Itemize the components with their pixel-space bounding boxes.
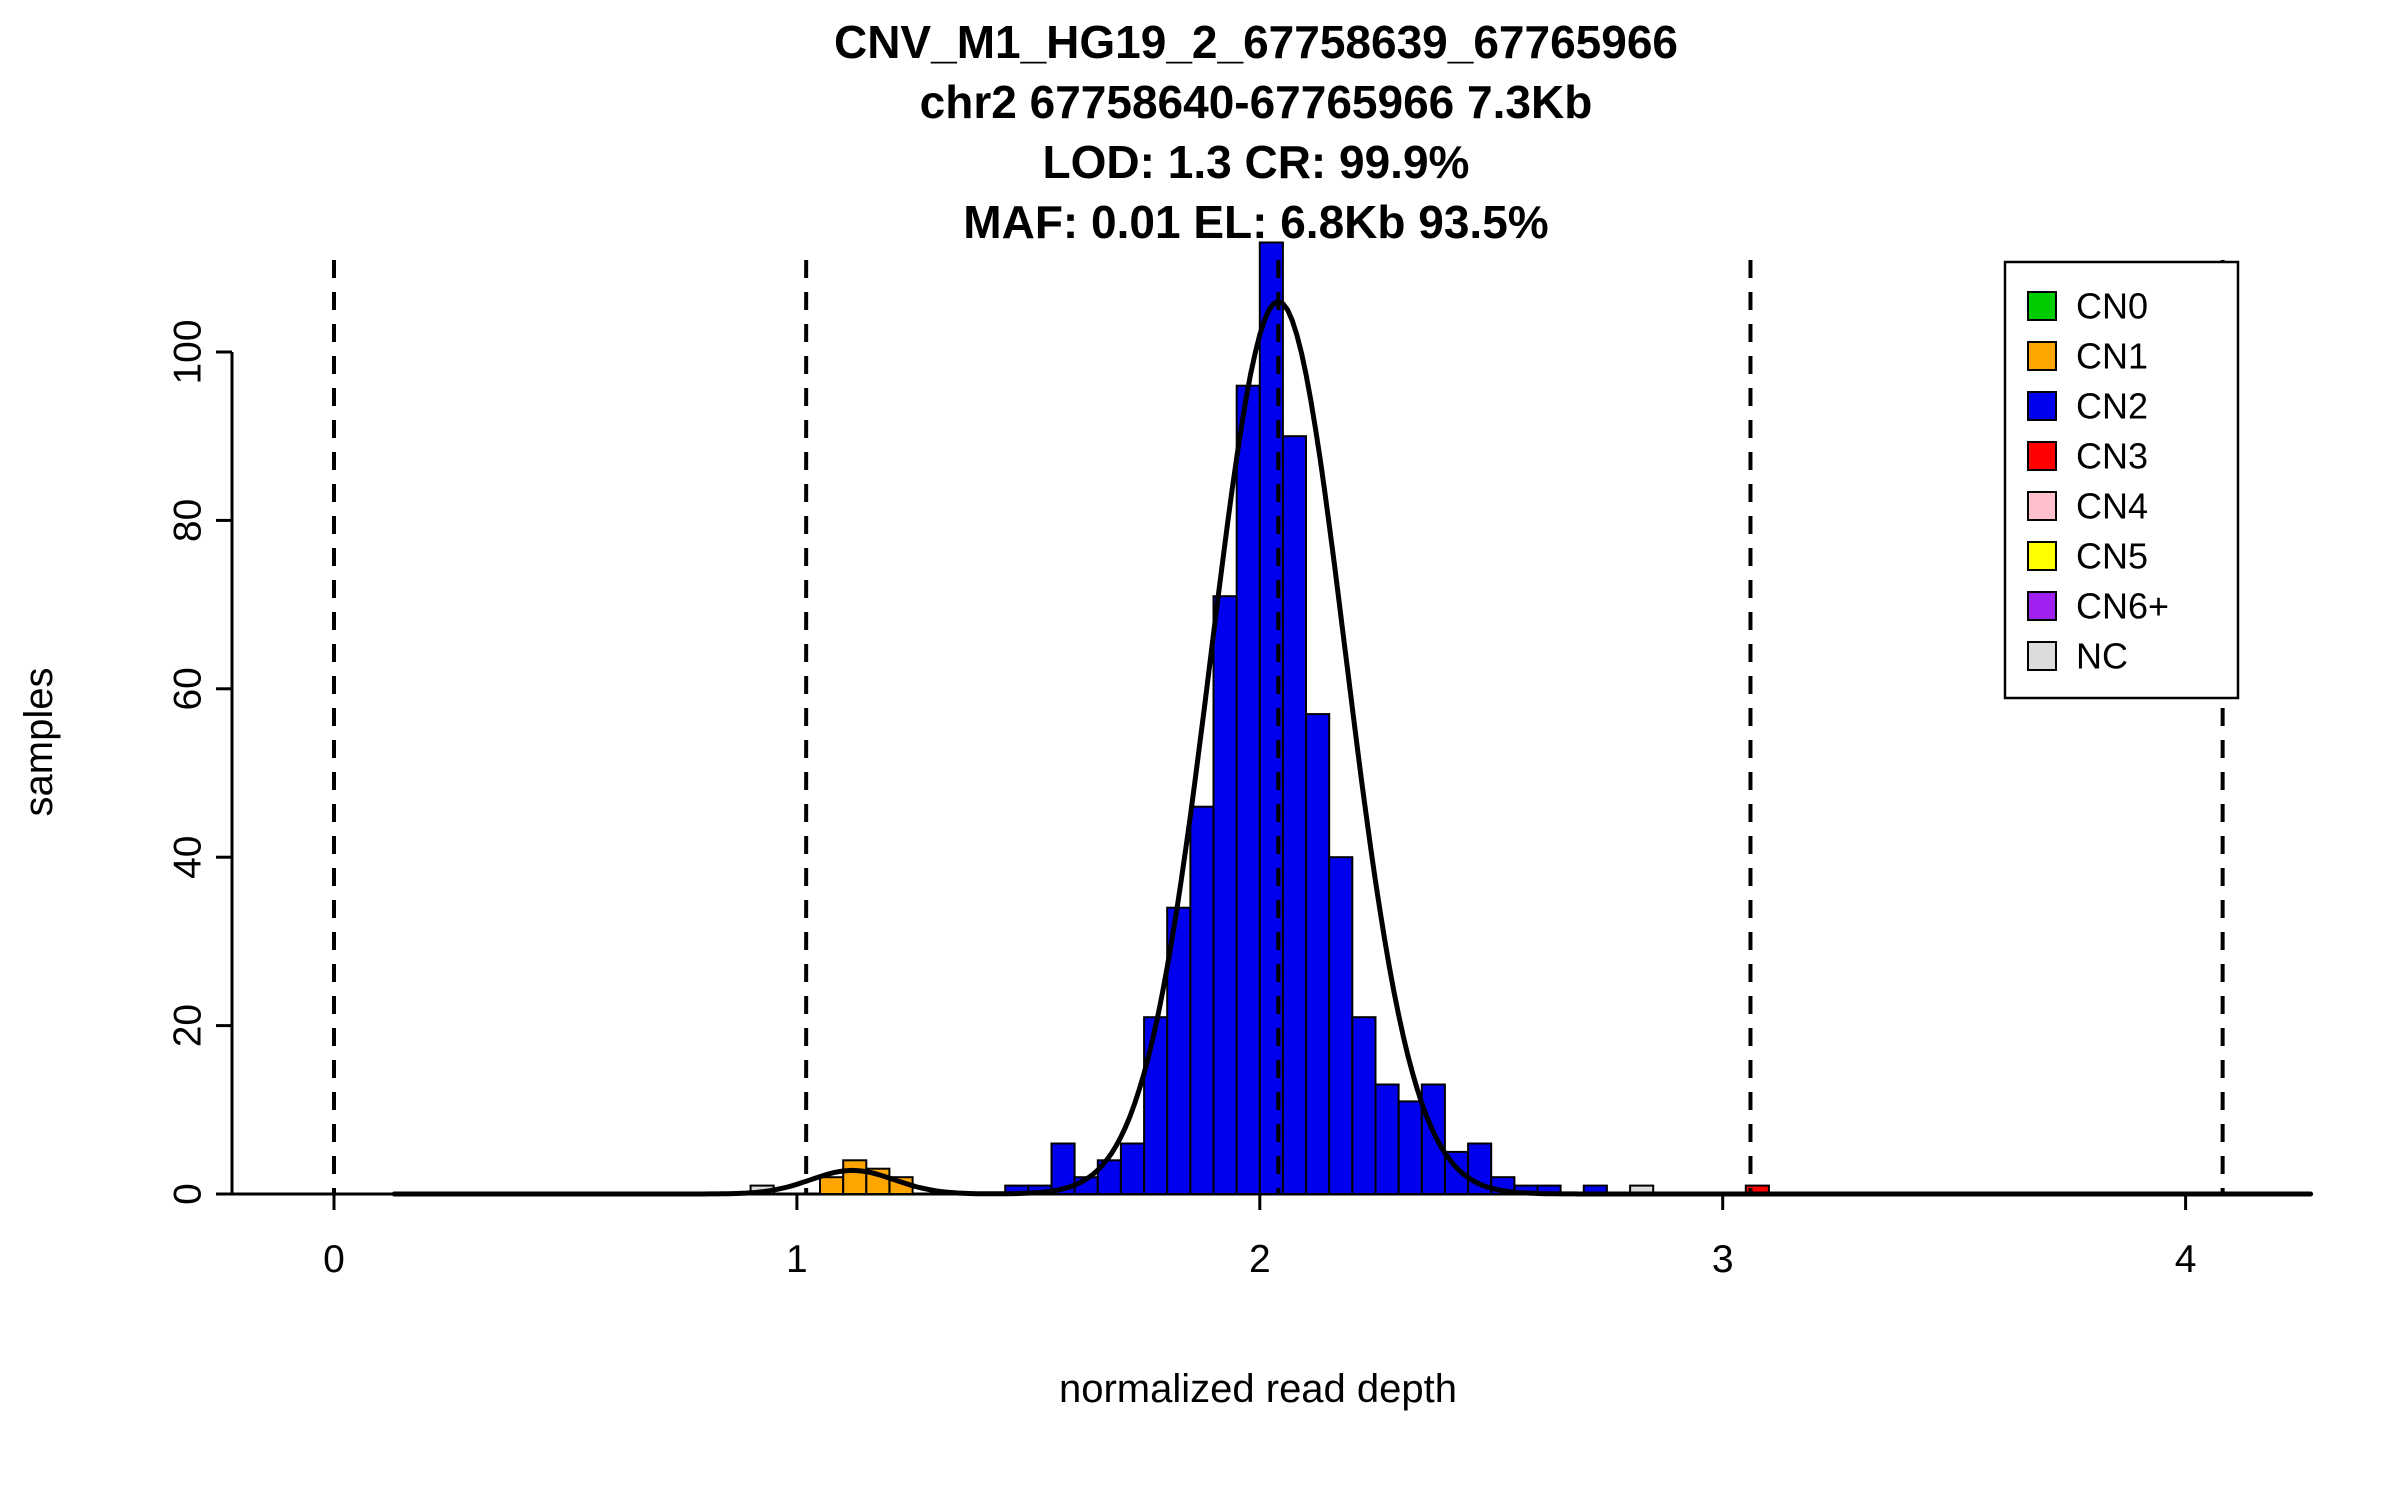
legend-item-label: CN2: [2076, 386, 2148, 427]
y-axis-label: samples: [17, 668, 61, 817]
histogram-bar-cn2: [1281, 435, 1308, 1195]
legend-swatch-cn3: [2027, 441, 2057, 471]
plot-title-line-1: CNV_M1_HG19_2_67758639_67765966: [833, 16, 1678, 68]
plot-title-line-3: LOD: 1.3 CR: 99.9%: [1042, 136, 1470, 188]
legend-box: [2003, 260, 2240, 700]
y-tick-label: 80: [167, 499, 210, 542]
x-tick-label: 2: [1249, 1238, 1271, 1281]
legend-item-label: CN4: [2076, 486, 2148, 527]
x-tick-label: 0: [323, 1238, 345, 1281]
x-tick-label: 4: [2175, 1238, 2197, 1281]
histogram-bar-cn2: [1420, 1083, 1446, 1195]
legend-swatch-cn4: [2027, 491, 2057, 521]
histogram-bar-cn2: [1374, 1083, 1400, 1195]
histogram-bar-cn2: [1119, 1142, 1146, 1195]
x-axis-label: normalized read depth: [1059, 1367, 1457, 1411]
histogram-bar-cn2: [1235, 384, 1261, 1195]
legend-swatch-cn0: [2027, 291, 2057, 321]
histogram-bar-cn1: [842, 1159, 868, 1196]
legend-swatch-cn1: [2027, 341, 2057, 371]
generated-plot-layers: 0 1 2 3 4020406080100CN0CN1CN2CN3CN4CN5CN6+N…: [167, 241, 2314, 1281]
x-tick-label: 3: [1712, 1238, 1734, 1281]
histogram-bar-cn2: [1305, 713, 1331, 1195]
histogram-bar-cn2: [1189, 805, 1215, 1195]
legend-item-label: CN1: [2076, 336, 2148, 377]
y-tick-label: 20: [167, 1004, 210, 1047]
legend-swatch-cn5: [2027, 541, 2057, 571]
histogram-bar-cn1: [819, 1176, 845, 1195]
histogram-bar-cn2: [1212, 595, 1238, 1195]
y-tick-label: 100: [167, 319, 210, 384]
legend-swatch-cn6+: [2027, 591, 2057, 621]
legend-item-label: CN5: [2076, 536, 2148, 577]
legend-item-label: CN6+: [2076, 586, 2169, 627]
legend-item-label: CN0: [2076, 286, 2148, 327]
legend-swatch-cn2: [2027, 391, 2057, 421]
histogram-bar-cn2: [1397, 1100, 1423, 1196]
x-tick-label: 1: [786, 1238, 808, 1281]
histogram-bar-cn2: [1328, 856, 1354, 1195]
legend-item-label: CN3: [2076, 436, 2148, 477]
density-curve: [391, 299, 2314, 1197]
histogram-bar-cn2: [1351, 1016, 1377, 1196]
plot-title-line-2: chr2 67758640-67765966 7.3Kb: [919, 76, 1593, 128]
histogram-bar-cn2: [1050, 1142, 1076, 1195]
y-tick-label: 60: [167, 667, 210, 710]
y-tick-label: 40: [167, 836, 210, 879]
legend-swatch-nc: [2027, 641, 2057, 671]
plot-title-line-4: MAF: 0.01 EL: 6.8Kb 93.5%: [963, 196, 1549, 248]
y-tick-label: 0: [167, 1183, 210, 1205]
legend-item-label: NC: [2076, 636, 2128, 677]
plot-title: CNV_M1_HG19_2_67758639_67765966 chr2 677…: [234, 12, 2278, 252]
histogram-bar-cn2: [1143, 1016, 1169, 1196]
